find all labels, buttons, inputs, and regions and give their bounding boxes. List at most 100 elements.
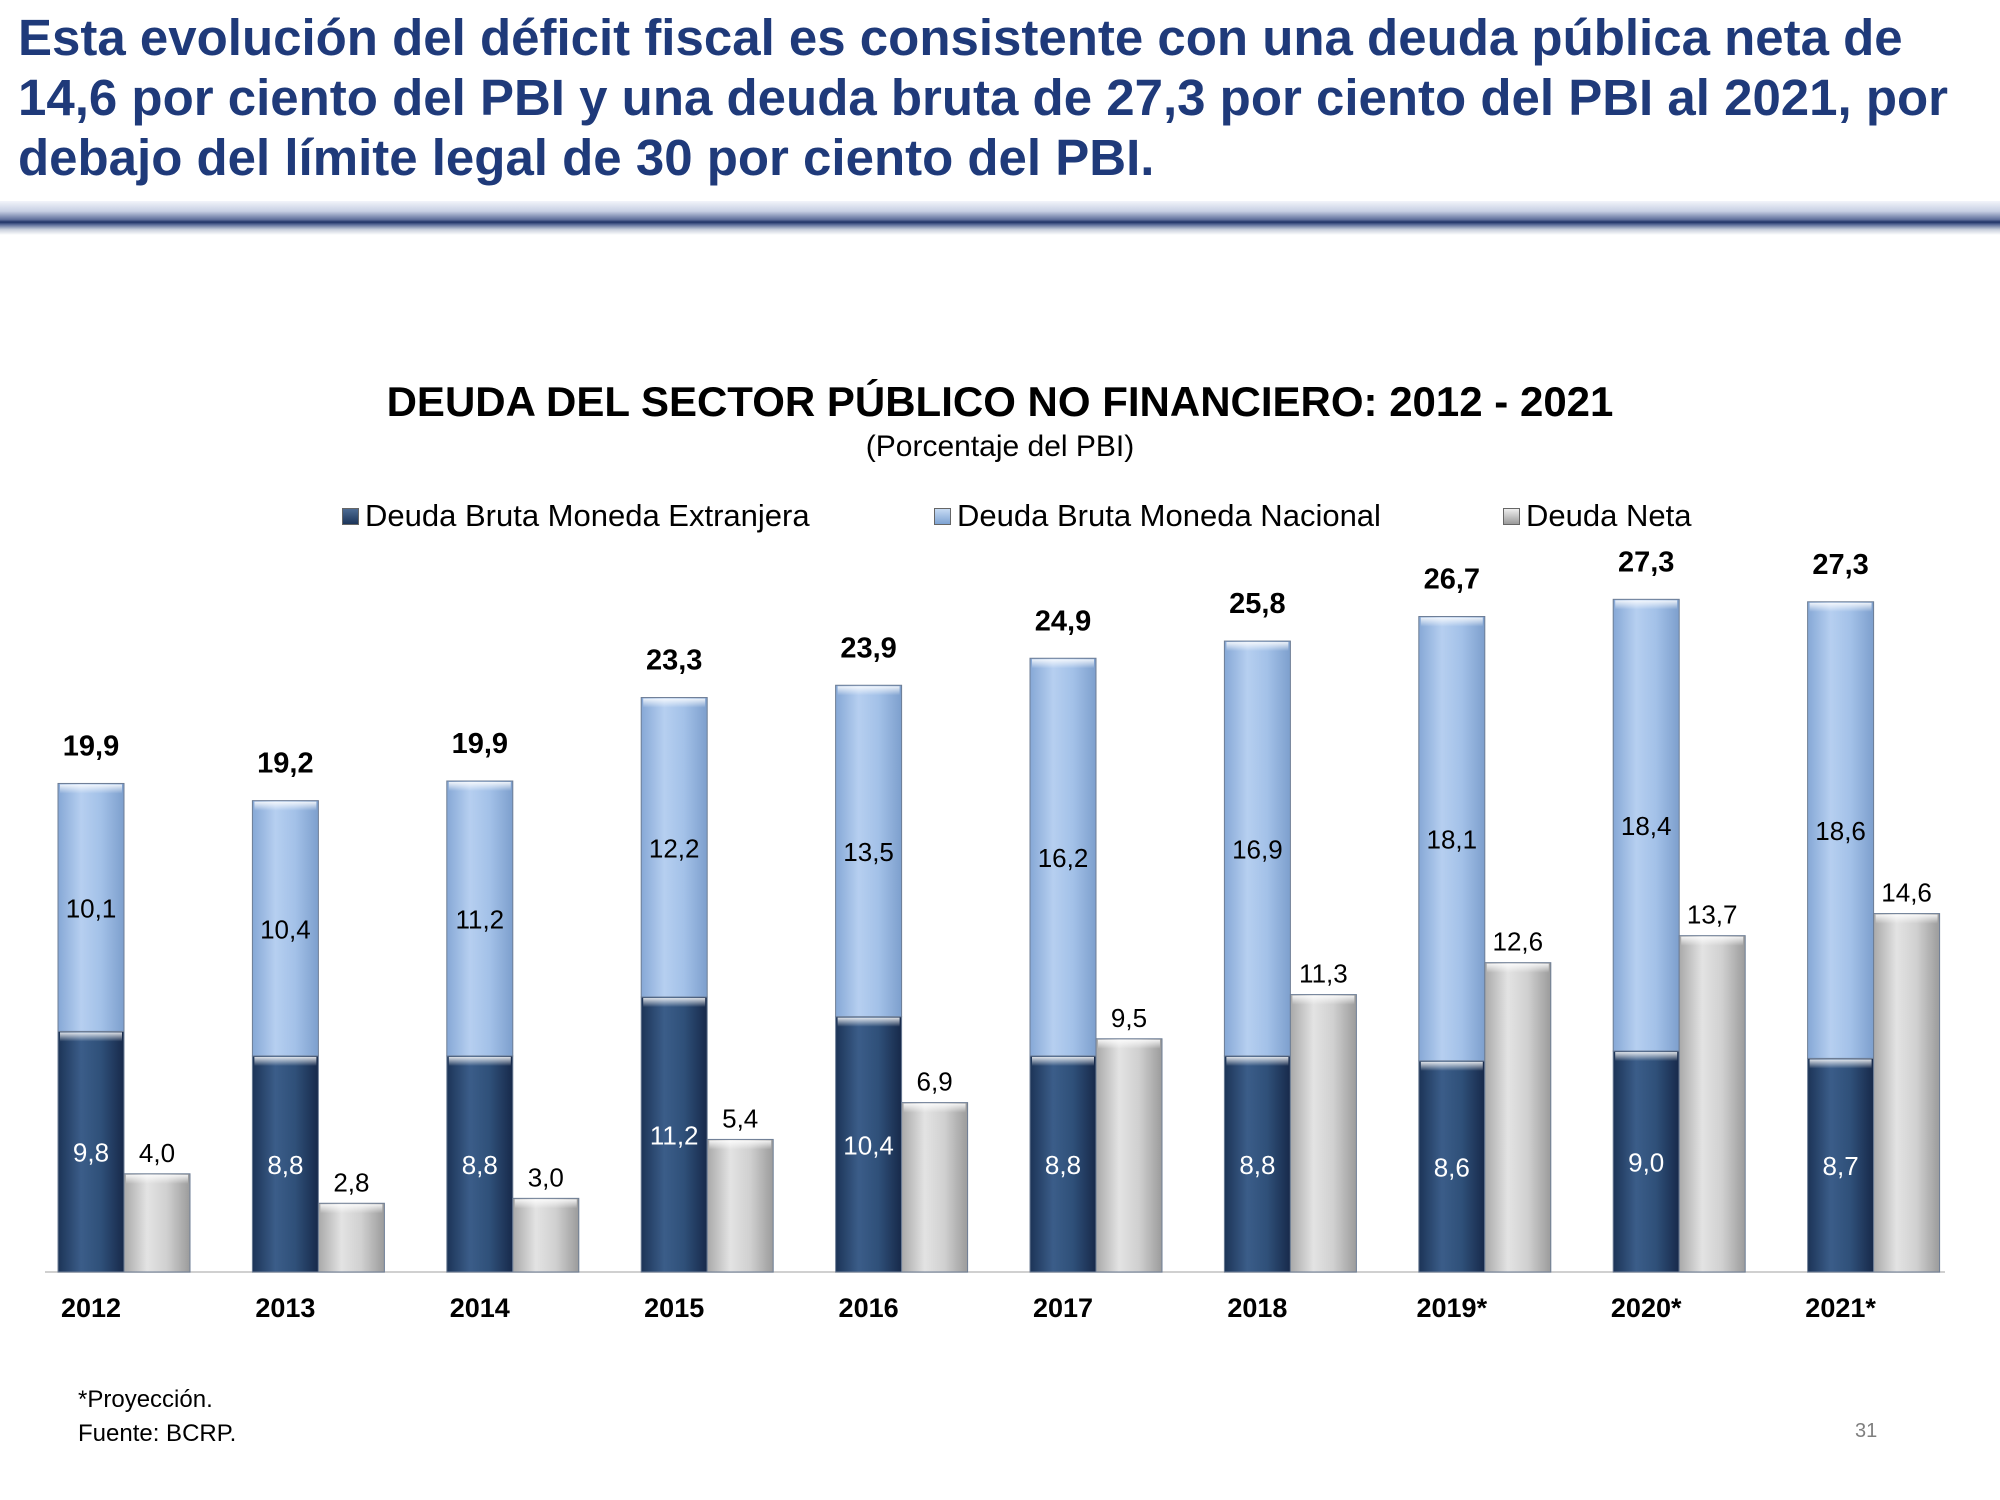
bar-domestic-4-highlight — [837, 686, 900, 696]
bar-net-3-body — [706, 1138, 774, 1273]
bar-net-1-highlight — [320, 1204, 383, 1214]
bar-net-3-highlight — [709, 1140, 772, 1150]
bar-domestic-2 — [446, 780, 514, 1057]
bar-net-6-highlight — [1292, 995, 1355, 1005]
bar-domestic-6-body — [1223, 640, 1291, 1057]
bar-net-6-body — [1289, 994, 1357, 1273]
label-net-4: 6,9 — [917, 1067, 953, 1097]
bar-foreign-6-highlight — [1226, 1056, 1289, 1066]
label-net-2: 3,0 — [528, 1162, 564, 1192]
chart-subtitle: (Porcentaje del PBI) — [865, 430, 1135, 463]
label-net-0: 4,0 — [139, 1138, 175, 1168]
bar-foreign-6 — [1223, 1055, 1291, 1273]
label-foreign-5: 8,8 — [1045, 1150, 1081, 1180]
x-tick-1: 2013 — [255, 1293, 315, 1323]
label-total-1: 19,2 — [257, 748, 313, 780]
bar-net-8-body — [1678, 935, 1746, 1273]
label-domestic-4: 13,5 — [843, 837, 894, 867]
label-domestic-9: 18,6 — [1815, 816, 1866, 846]
legend-item-net: Deuda Neta — [1503, 498, 1691, 534]
bar-foreign-4 — [835, 1016, 903, 1273]
bar-foreign-8-body — [1612, 1050, 1680, 1273]
label-domestic-7: 18,1 — [1426, 825, 1477, 855]
bar-net-0-body — [123, 1173, 191, 1273]
label-net-1: 2,8 — [333, 1167, 369, 1197]
bar-foreign-1-highlight — [254, 1056, 317, 1066]
bar-domestic-9-highlight — [1809, 602, 1872, 612]
bar-net-0-highlight — [126, 1174, 188, 1184]
label-total-8: 27,3 — [1618, 546, 1674, 578]
legend-label-domestic: Deuda Bruta Moneda Nacional — [957, 498, 1381, 533]
bar-domestic-5-body — [1029, 657, 1097, 1057]
label-foreign-9: 8,7 — [1823, 1151, 1859, 1181]
bar-foreign-8 — [1612, 1050, 1680, 1273]
label-foreign-7: 8,6 — [1434, 1152, 1470, 1182]
bar-net-8 — [1678, 935, 1746, 1273]
bar-foreign-3 — [640, 996, 708, 1273]
bar-domestic-0 — [57, 782, 125, 1032]
bar-foreign-0-body — [57, 1030, 125, 1273]
bar-foreign-2-body — [446, 1055, 514, 1273]
legend-label-net: Deuda Neta — [1526, 498, 1692, 533]
bar-domestic-3-highlight — [643, 698, 706, 708]
bar-domestic-5 — [1029, 657, 1097, 1057]
label-total-9: 27,3 — [1812, 549, 1868, 581]
legend-swatch-domestic — [934, 507, 951, 525]
bar-net-4-highlight — [903, 1103, 966, 1113]
x-tick-3: 2015 — [644, 1293, 704, 1323]
x-tick-5: 2017 — [1033, 1293, 1093, 1323]
bar-foreign-8-highlight — [1615, 1052, 1678, 1062]
x-tick-2: 2014 — [450, 1293, 510, 1323]
bar-domestic-7-body — [1418, 616, 1486, 1062]
bar-foreign-6-body — [1223, 1055, 1291, 1273]
bar-foreign-9-body — [1807, 1057, 1875, 1273]
bar-domestic-8-highlight — [1615, 600, 1678, 610]
bar-foreign-3-highlight — [643, 998, 706, 1008]
bar-net-3 — [706, 1138, 774, 1273]
label-net-3: 5,4 — [722, 1103, 758, 1133]
x-tick-4: 2016 — [839, 1293, 899, 1323]
bar-domestic-2-highlight — [448, 782, 511, 791]
label-domestic-8: 18,4 — [1621, 811, 1672, 841]
bar-net-1 — [317, 1202, 385, 1273]
bar-domestic-9-body — [1807, 601, 1875, 1059]
label-total-6: 25,8 — [1229, 588, 1285, 620]
bar-net-9 — [1873, 913, 1941, 1273]
bar-domestic-8 — [1612, 598, 1680, 1052]
bar-foreign-7 — [1418, 1060, 1486, 1273]
label-net-6: 11,3 — [1299, 959, 1348, 989]
bar-domestic-4-body — [835, 684, 903, 1018]
bar-net-9-body — [1873, 913, 1941, 1273]
bar-net-7-body — [1484, 962, 1552, 1273]
x-tick-0: 2012 — [61, 1293, 121, 1323]
bar-foreign-3-body — [640, 996, 708, 1273]
label-net-8: 13,7 — [1687, 900, 1738, 930]
bar-foreign-7-highlight — [1420, 1061, 1483, 1071]
bar-net-9-highlight — [1875, 914, 1938, 924]
label-total-4: 23,9 — [840, 632, 896, 664]
label-net-9: 14,6 — [1881, 878, 1932, 908]
legend-label-foreign: Deuda Bruta Moneda Extranjera — [365, 498, 810, 533]
x-tick-7: 2019* — [1417, 1293, 1488, 1323]
label-net-7: 12,6 — [1492, 927, 1543, 957]
bar-foreign-2 — [446, 1055, 514, 1273]
bar-domestic-8-body — [1612, 598, 1680, 1052]
label-domestic-5: 16,2 — [1038, 843, 1089, 873]
label-domestic-6: 16,9 — [1232, 835, 1283, 865]
legend-item-foreign: Deuda Bruta Moneda Extranjera — [342, 498, 810, 534]
bar-net-8-highlight — [1681, 936, 1744, 946]
bar-domestic-1-highlight — [254, 801, 317, 811]
footnote: *Proyección. Fuente: BCRP. — [78, 1383, 236, 1451]
bar-foreign-5-highlight — [1032, 1056, 1094, 1066]
label-total-3: 23,3 — [646, 645, 702, 677]
bar-domestic-7 — [1418, 616, 1486, 1062]
label-foreign-3: 11,2 — [650, 1121, 699, 1151]
bar-net-5 — [1095, 1038, 1163, 1273]
bar-domestic-1-body — [251, 800, 319, 1057]
legend-swatch-net — [1503, 507, 1520, 525]
label-domestic-2: 11,2 — [455, 904, 504, 934]
bar-foreign-9-highlight — [1809, 1059, 1872, 1069]
label-foreign-2: 8,8 — [462, 1150, 498, 1180]
bar-foreign-4-highlight — [837, 1017, 900, 1027]
label-net-5: 9,5 — [1111, 1003, 1147, 1033]
